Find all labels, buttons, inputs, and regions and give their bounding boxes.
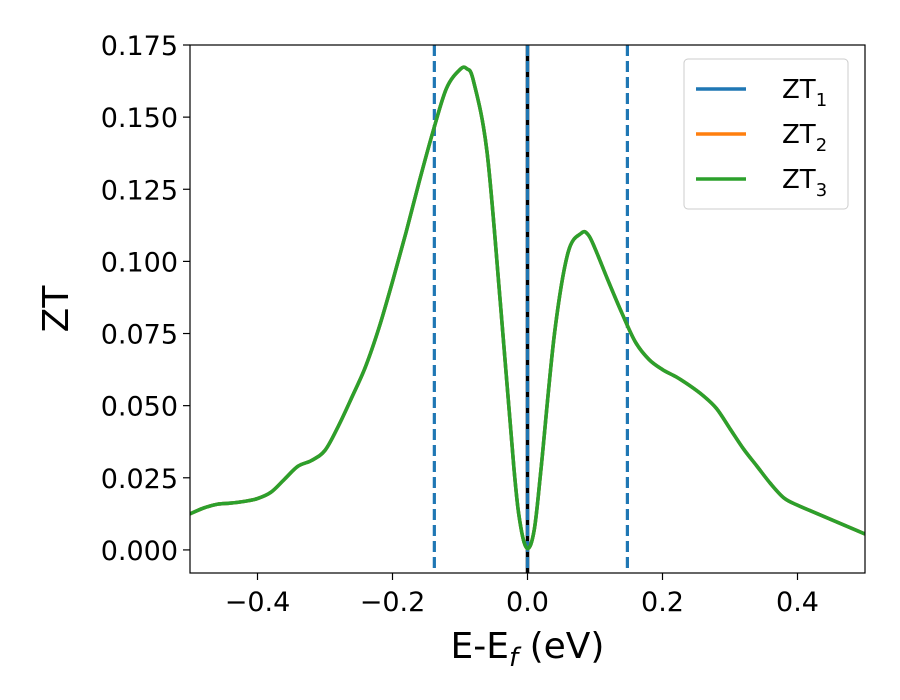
x-tick-label: 0.0 bbox=[506, 587, 549, 618]
vertical-lines-layer bbox=[432, 45, 630, 573]
y-tick-label: 0.025 bbox=[101, 464, 178, 495]
x-axis-ticks: −0.4 −0.2 0.0 0.2 0.4 bbox=[225, 573, 819, 618]
x-axis-label: E-Ef (eV) bbox=[451, 626, 605, 673]
y-axis-label: ZT bbox=[36, 285, 77, 333]
y-tick-label: 0.000 bbox=[101, 536, 178, 567]
x-tick-label: −0.2 bbox=[360, 587, 426, 618]
y-axis-ticks: 0.000 0.025 0.050 0.075 0.100 0.125 0.150 0.175 bbox=[101, 31, 190, 567]
x-tick-label: −0.4 bbox=[225, 587, 291, 618]
y-tick-label: 0.100 bbox=[101, 247, 178, 278]
y-tick-label: 0.050 bbox=[101, 392, 178, 423]
y-tick-label: 0.150 bbox=[101, 103, 178, 134]
legend-entry-ZT1: ZT1 bbox=[696, 75, 827, 111]
legend-label: ZT3 bbox=[782, 165, 827, 201]
legend-label: ZT2 bbox=[782, 120, 827, 156]
x-tick-label: 0.4 bbox=[776, 587, 819, 618]
y-tick-label: 0.075 bbox=[101, 320, 178, 351]
legend-entry-ZT2: ZT2 bbox=[696, 120, 827, 156]
series-line-ZT3 bbox=[190, 65, 865, 551]
series-layer bbox=[190, 65, 865, 551]
legend-entry-ZT3: ZT3 bbox=[696, 165, 827, 201]
legend-label: ZT1 bbox=[782, 75, 827, 111]
y-tick-label: 0.175 bbox=[101, 31, 178, 62]
legend-box bbox=[683, 58, 849, 210]
y-tick-label: 0.125 bbox=[101, 175, 178, 206]
legend: ZT1 ZT2 ZT3 bbox=[683, 58, 849, 210]
x-tick-label: 0.2 bbox=[641, 587, 684, 618]
